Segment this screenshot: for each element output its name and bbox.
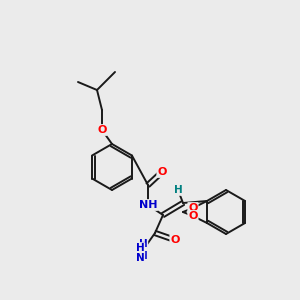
Text: H
N: H N bbox=[139, 239, 147, 261]
Text: O: O bbox=[157, 167, 167, 177]
Text: O: O bbox=[170, 235, 180, 245]
Text: N: N bbox=[136, 253, 144, 263]
Text: H: H bbox=[136, 243, 144, 253]
Text: O: O bbox=[97, 125, 107, 135]
Text: NH: NH bbox=[139, 200, 157, 210]
Text: H: H bbox=[174, 185, 182, 195]
Text: O: O bbox=[188, 203, 198, 213]
Text: O: O bbox=[188, 211, 198, 221]
